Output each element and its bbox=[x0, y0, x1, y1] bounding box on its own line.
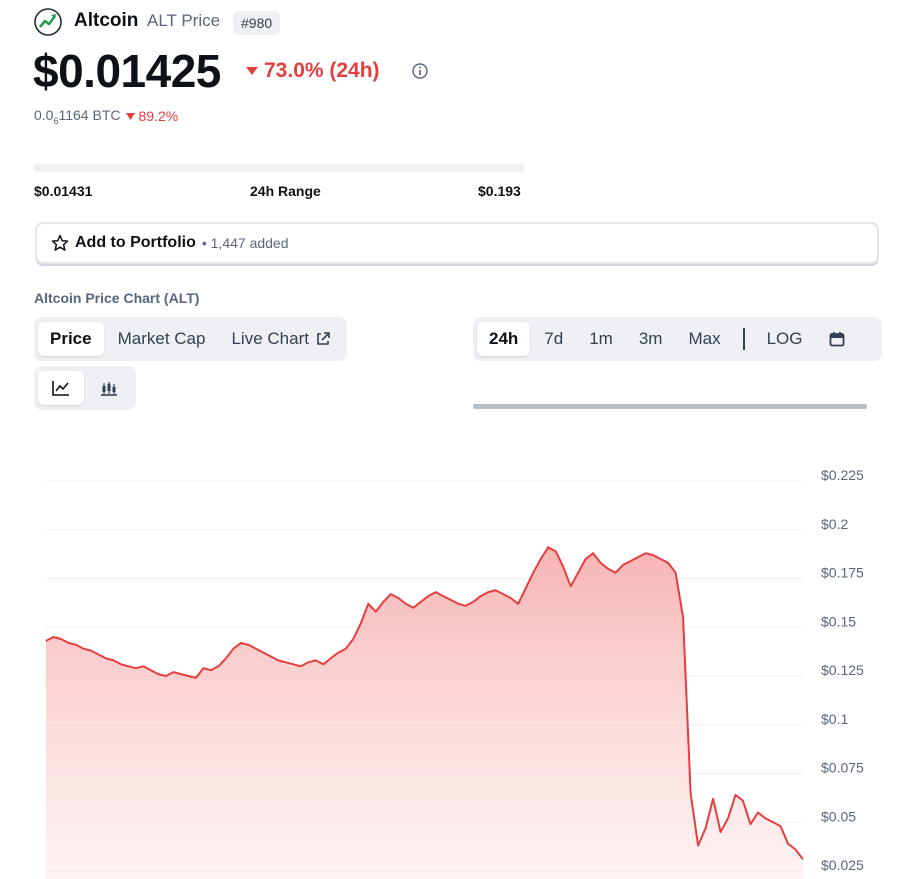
y-tick-label: $0.175 bbox=[821, 565, 864, 581]
btc-price-row: 0.061164 BTC 89.2% bbox=[34, 107, 178, 126]
caret-down-icon bbox=[126, 112, 136, 120]
y-tick-label: $0.075 bbox=[821, 760, 864, 776]
calendar-icon bbox=[829, 332, 844, 347]
tab-1m[interactable]: 1m bbox=[589, 329, 613, 348]
tab-7d[interactable]: 7d bbox=[544, 329, 564, 348]
tab-price[interactable]: Price bbox=[38, 322, 104, 356]
y-axis-ticks: $0.225 $0.2 $0.175 $0.15 $0.125 $0.1 $0.075 $0.… bbox=[821, 467, 864, 873]
tab-3m[interactable]: 3m bbox=[638, 329, 663, 348]
y-tick-label: $0.05 bbox=[821, 808, 856, 824]
caret-down-icon bbox=[246, 67, 258, 75]
price-chart[interactable]: $0.225 $0.2 $0.175 $0.15 $0.125 $0.1 $0.075 $0.… bbox=[0, 440, 904, 879]
y-tick-label: $0.025 bbox=[821, 857, 864, 873]
tab-24h[interactable]: 24h bbox=[477, 322, 531, 356]
y-tick-label: $0.15 bbox=[821, 613, 856, 629]
y-tick-label: $0.125 bbox=[821, 662, 864, 678]
tab-divider bbox=[742, 328, 745, 350]
external-link-icon bbox=[317, 332, 330, 345]
range-title: 24h Range bbox=[250, 183, 321, 199]
tab-market-cap[interactable]: Market Cap bbox=[117, 329, 206, 348]
line-chart-icon bbox=[52, 381, 69, 396]
altcoin-logo-icon bbox=[34, 8, 62, 36]
line-chart-button[interactable] bbox=[38, 371, 84, 405]
price-change-label: 73.0% (24h) bbox=[264, 59, 380, 82]
calendar-button[interactable] bbox=[817, 322, 857, 356]
price-area bbox=[46, 547, 803, 879]
y-tick-label: $0.1 bbox=[821, 711, 848, 727]
tab-log[interactable]: LOG bbox=[766, 329, 803, 348]
candlestick-chart-button[interactable] bbox=[86, 371, 132, 405]
tab-live-chart[interactable]: Live Chart bbox=[219, 322, 342, 356]
tab-live-chart-label: Live Chart bbox=[231, 329, 309, 348]
price-value: $0.01425 bbox=[33, 45, 221, 97]
coin-name: Altcoin bbox=[74, 10, 139, 31]
add-to-portfolio-button[interactable]: Add to Portfolio • 1,447 added bbox=[35, 222, 879, 264]
range-high: $0.193 bbox=[478, 183, 521, 199]
price-line bbox=[45, 546, 804, 860]
portfolio-count: • 1,447 added bbox=[201, 235, 289, 251]
chart-type-toggle bbox=[34, 366, 136, 410]
y-tick-label: $0.225 bbox=[821, 467, 864, 483]
y-tick-label: $0.2 bbox=[821, 516, 848, 532]
chart-title: Altcoin Price Chart (ALT) bbox=[34, 290, 200, 306]
range-low: $0.01431 bbox=[34, 183, 93, 199]
add-to-portfolio-label: Add to Portfolio bbox=[75, 234, 196, 251]
btc-change: 89.2% bbox=[126, 108, 178, 124]
coin-symbol-label: ALT Price bbox=[147, 11, 221, 30]
chart-metric-tabs: Price Market Cap Live Chart bbox=[34, 317, 347, 361]
rank-badge: #980 bbox=[233, 11, 281, 35]
price-change-24h: 73.0% (24h) bbox=[246, 59, 380, 83]
tabs-scrollbar[interactable] bbox=[473, 404, 867, 409]
btc-price: 0.061164 BTC bbox=[34, 107, 121, 126]
range-bar bbox=[34, 164, 525, 172]
info-icon[interactable] bbox=[412, 63, 428, 79]
chart-range-tabs: 24h 7d 1m 3m Max LOG bbox=[473, 317, 882, 361]
candlestick-icon bbox=[101, 382, 117, 396]
star-icon bbox=[51, 234, 69, 251]
tab-max[interactable]: Max bbox=[688, 329, 721, 348]
